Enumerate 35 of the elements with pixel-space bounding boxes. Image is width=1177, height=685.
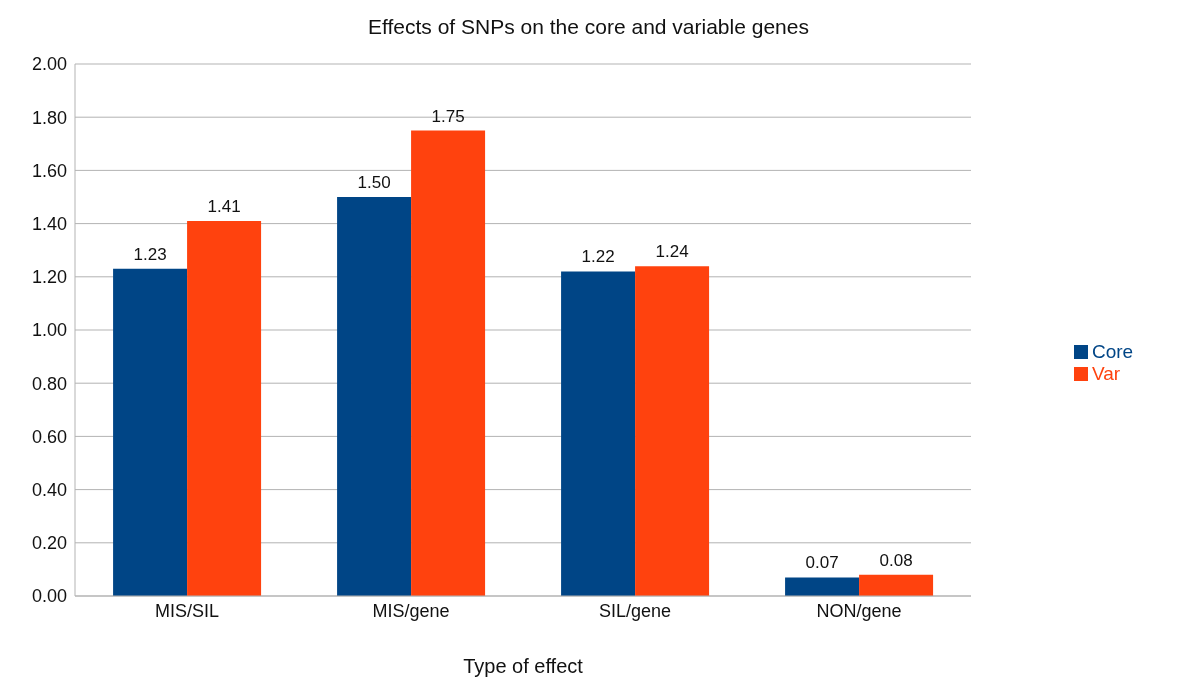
y-tick-label: 0.60 [31, 426, 67, 447]
data-label: 1.50 [357, 173, 391, 192]
y-tick-label: 1.80 [31, 107, 67, 128]
y-tick-label: 2.00 [31, 54, 67, 75]
x-axis-title: Type of effect [463, 655, 584, 677]
bar [859, 574, 934, 596]
bar [411, 130, 486, 596]
data-label: 1.41 [207, 196, 241, 216]
data-label: 0.08 [879, 550, 913, 570]
data-label: 1.75 [431, 106, 465, 126]
bar [635, 266, 710, 596]
y-tick-label: 1.60 [31, 160, 67, 181]
y-tick-label: 1.00 [31, 320, 67, 341]
bar [561, 271, 636, 596]
bar [113, 268, 188, 596]
x-tick-label: SIL/gene [598, 600, 672, 621]
y-tick-label: 0.00 [31, 586, 67, 607]
x-tick-label: NON/gene [816, 600, 902, 621]
data-label: 1.22 [581, 247, 615, 267]
x-tick-label: MIS/SIL [154, 600, 220, 621]
data-label: 1.23 [133, 244, 167, 264]
y-tick-label: 1.40 [31, 213, 67, 234]
x-tick-label: MIS/gene [372, 600, 450, 621]
y-tick-label: 0.40 [31, 479, 67, 500]
y-tick-label: 1.20 [31, 267, 67, 288]
bar [785, 577, 860, 596]
legend-label: Core [1092, 340, 1134, 362]
bar [337, 197, 412, 596]
data-label: 1.24 [655, 242, 689, 262]
legend-label: Var [1092, 362, 1121, 384]
data-label: 0.07 [805, 553, 839, 573]
y-tick-label: 0.80 [31, 373, 67, 394]
bar [187, 220, 262, 596]
chart-title: Effects of SNPs on the core and variable genes [367, 14, 810, 40]
y-tick-label: 0.20 [31, 533, 67, 554]
